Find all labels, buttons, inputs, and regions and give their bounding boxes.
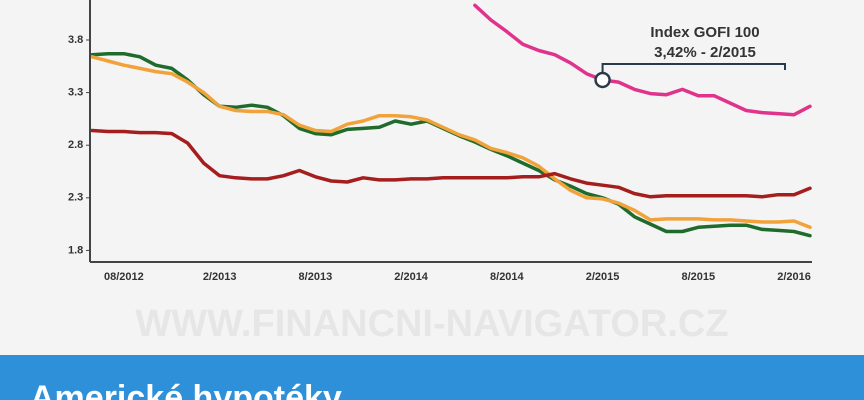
x-tick-label: 08/2012 — [104, 271, 144, 283]
series-line — [90, 55, 812, 230]
annotation-marker — [594, 71, 611, 89]
y-tick-label: 3.3 — [68, 87, 83, 99]
x-tick-label: 2/2015 — [586, 271, 620, 283]
annotation-leader — [601, 63, 786, 73]
x-tick-label: 2/2014 — [394, 271, 429, 283]
x-tick-label: 8/2015 — [681, 271, 715, 283]
x-tick-label: 2/2013 — [203, 271, 237, 283]
annotation: Index GOFI 100 3,42% - 2/2015 — [594, 24, 786, 89]
y-tick-label: 2.8 — [68, 139, 83, 151]
x-tick-label: 2/2016 — [777, 271, 811, 283]
x-tick-label: 8/2014 — [490, 271, 525, 283]
y-tick-label: 2.3 — [68, 192, 83, 204]
annotation-text: 3,42% - 2/2015 — [654, 44, 756, 61]
annotation-title: Index GOFI 100 — [650, 24, 759, 41]
watermark: WWW.FINANCNI-NAVIGATOR.CZ — [135, 303, 728, 345]
banner — [0, 355, 864, 400]
banner-title: Americké hypotéky — [30, 379, 342, 400]
plot-area — [90, 3, 812, 238]
y-tick-label: 3.8 — [68, 34, 83, 46]
y-tick-label: 1.8 — [68, 244, 83, 256]
x-tick-label: 8/2013 — [299, 271, 333, 283]
series-line — [473, 3, 812, 117]
series-line — [90, 128, 812, 199]
